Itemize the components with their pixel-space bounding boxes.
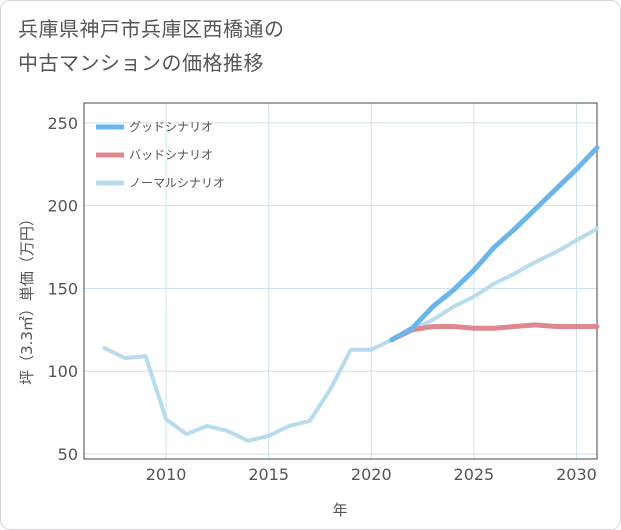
legend-label: バッドシナリオ xyxy=(129,148,213,162)
series-lines xyxy=(102,145,600,443)
x-axis-label: 年 xyxy=(332,501,347,519)
x-tick-label: 2015 xyxy=(248,465,289,484)
x-tick-label: 2025 xyxy=(454,465,495,484)
series-line-2 xyxy=(389,322,600,343)
chart-title: 兵庫県神戸市兵庫区西橋通の 中古マンションの価格推移 xyxy=(18,12,285,80)
x-tick-labels: 2010 2015 2020 2025 2030 xyxy=(146,465,597,484)
y-tick-label: 200 xyxy=(47,197,78,216)
series-line-3 xyxy=(102,226,599,443)
y-tick-label: 100 xyxy=(47,362,78,381)
y-tick-labels: 50 100 150 200 250 xyxy=(47,114,78,464)
plot-area-border xyxy=(83,102,598,460)
grid-lines xyxy=(84,103,597,459)
y-tick-label: 150 xyxy=(47,279,78,298)
series-line-1 xyxy=(389,145,600,343)
y-axis-label: 坪（3.3㎡）単価（万円） xyxy=(18,211,36,385)
y-tick-label: 250 xyxy=(47,114,78,133)
chart-title-line2: 中古マンションの価格推移 xyxy=(18,51,264,75)
x-tick-label: 2020 xyxy=(351,465,392,484)
y-tick-label: 50 xyxy=(58,445,78,464)
x-tick-label: 2010 xyxy=(146,465,187,484)
x-tick-label: 2030 xyxy=(556,465,597,484)
chart-title-line1: 兵庫県神戸市兵庫区西橋通の xyxy=(18,17,285,41)
legend-label: ノーマルシナリオ xyxy=(129,176,225,190)
legend-label: グッドシナリオ xyxy=(129,120,213,134)
